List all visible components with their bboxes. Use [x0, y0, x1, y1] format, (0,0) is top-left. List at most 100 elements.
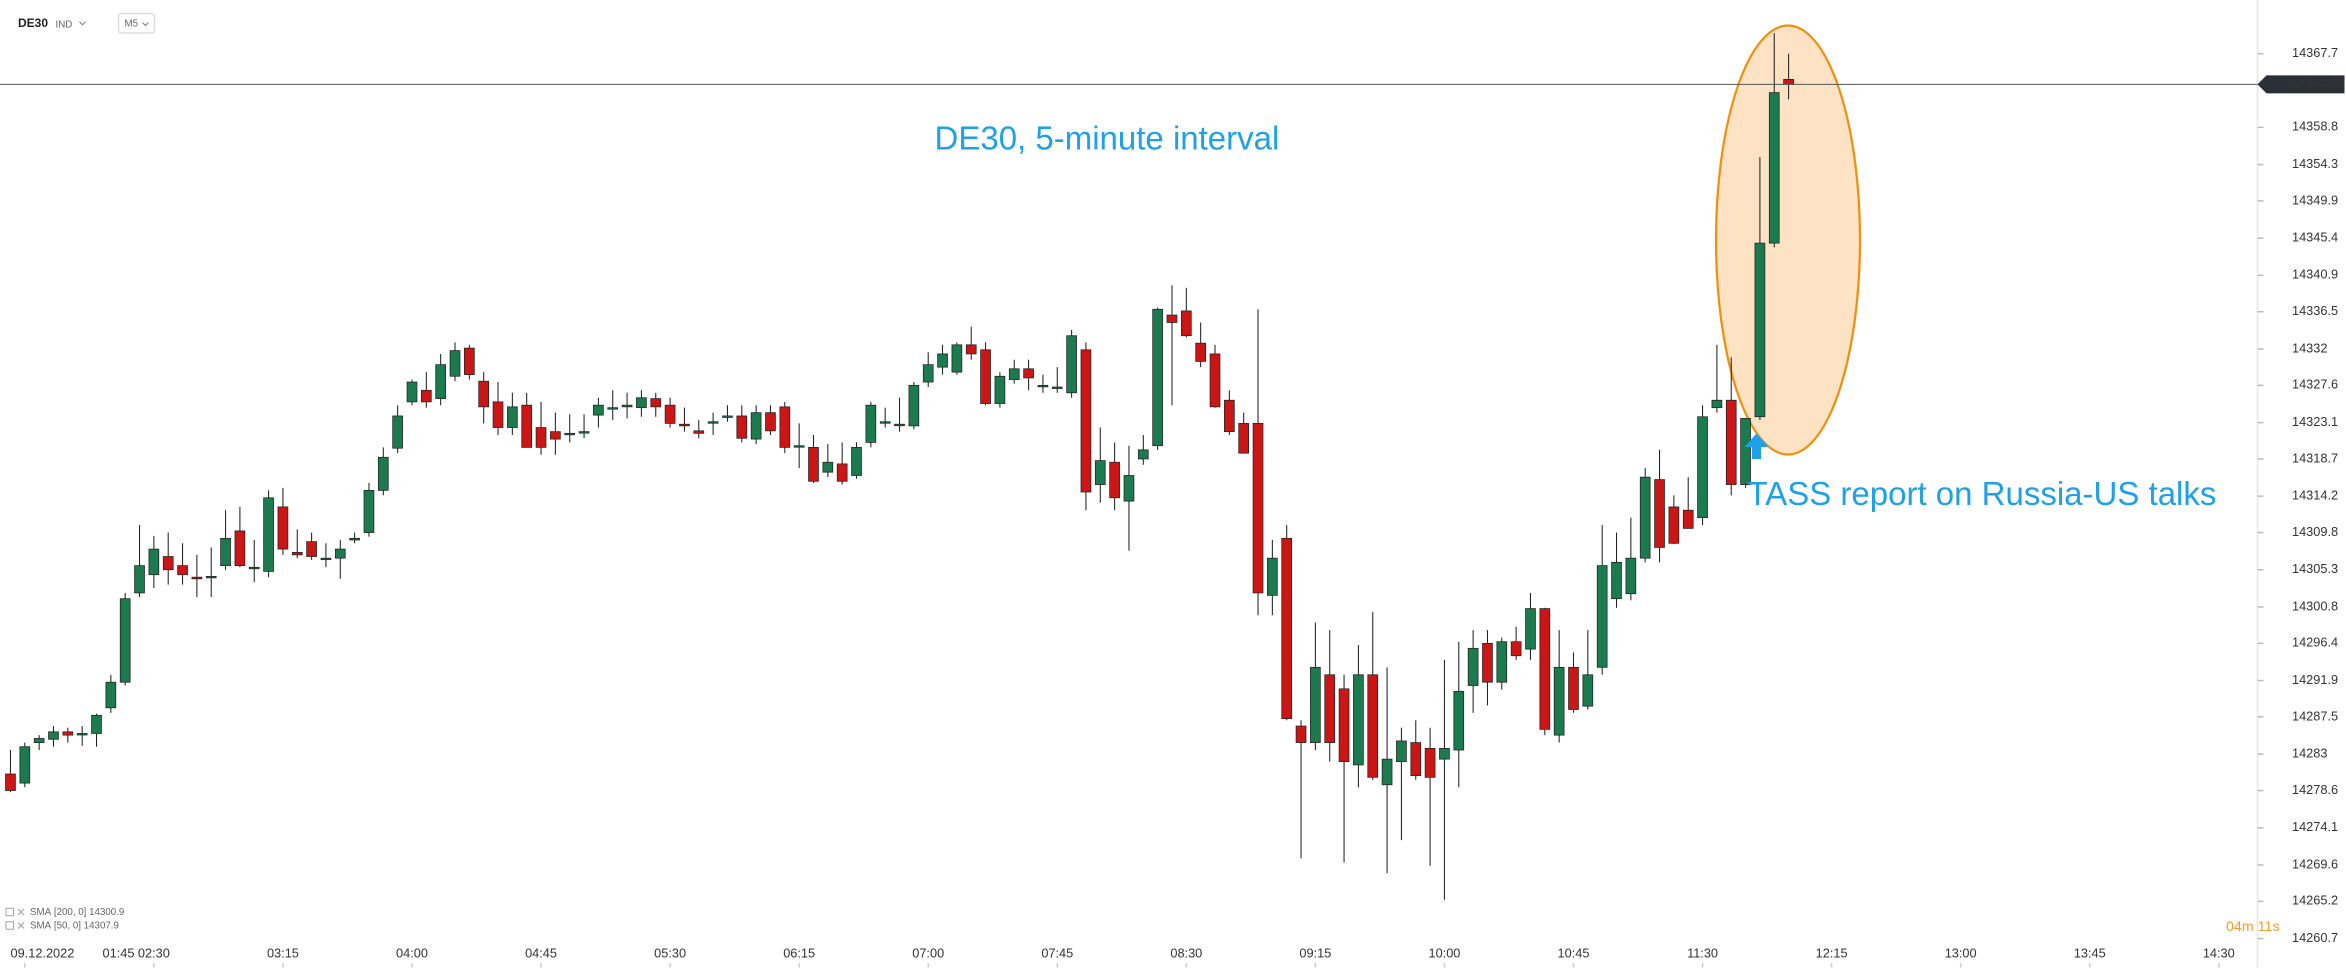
candle-body — [177, 565, 188, 576]
y-tick-label: 14332 — [2292, 340, 2327, 355]
x-tick-label: 10:45 — [1558, 945, 1590, 960]
candle-body — [1439, 747, 1450, 760]
candle-body — [779, 406, 791, 448]
candle-body — [1023, 368, 1034, 379]
candle-body — [334, 548, 346, 559]
y-tick-label: 14269.6 — [2292, 856, 2338, 871]
candle-body — [191, 576, 203, 580]
interval-caret[interactable] — [142, 22, 149, 27]
x-tick-label: 08:30 — [1170, 945, 1202, 960]
y-tick-label: 14323.1 — [2292, 414, 2338, 429]
last-price-tag — [2257, 75, 2345, 94]
candle-body — [33, 738, 45, 743]
annotation: TASS report on Russia-US talks — [1748, 475, 2217, 512]
candle-body — [1482, 642, 1493, 683]
candle-body — [1209, 353, 1221, 408]
candle-body — [1353, 674, 1364, 766]
candle-body — [449, 350, 461, 377]
candle-body — [521, 404, 533, 448]
candle-body — [1338, 688, 1350, 762]
interval-button[interactable] — [117, 12, 156, 34]
candle-body — [1137, 449, 1149, 460]
candle-body — [1410, 742, 1422, 777]
candle-body — [564, 432, 576, 436]
candle-body — [1166, 314, 1178, 323]
symbol-caret[interactable] — [79, 21, 86, 26]
candle-body — [765, 412, 776, 432]
x-tick-label: 14:30 — [2203, 945, 2235, 960]
candle-body — [1697, 416, 1708, 519]
legend-icon — [5, 907, 14, 917]
candle-body — [105, 681, 117, 709]
x-tick-label: 09:15 — [1299, 945, 1331, 960]
candle-body — [793, 445, 805, 448]
x-tick-label: 06:15 — [783, 945, 815, 960]
x-tick-label: 04:45 — [525, 945, 557, 960]
y-tick-label: 14314.2 — [2292, 488, 2338, 503]
y-tick-label: 14296.4 — [2292, 635, 2338, 650]
candle-body — [1496, 641, 1508, 683]
candle-body — [162, 556, 174, 571]
candle-body — [1668, 506, 1680, 544]
legend-icon — [5, 921, 14, 930]
candle-body — [464, 347, 475, 375]
candle-body — [1740, 418, 1751, 485]
candle-body — [808, 446, 819, 482]
candle-body — [965, 344, 977, 355]
candle-body — [119, 598, 131, 683]
date-label: 09.12.2022 — [11, 945, 75, 960]
candle-body — [1252, 423, 1264, 594]
candle-body — [722, 415, 733, 418]
candle-body — [263, 497, 274, 572]
annotation: DE30, 5-minute interval — [935, 120, 1280, 157]
candle-body — [1682, 509, 1694, 529]
candle-body — [980, 349, 991, 404]
y-tick-label: 14287.5 — [2292, 708, 2338, 723]
candle-body — [1396, 740, 1407, 762]
legend-entry: SMA [200, 0] 14300.9 — [30, 907, 124, 918]
candle-body — [664, 404, 676, 424]
candle-body — [607, 407, 619, 410]
highlight-ellipse — [1714, 24, 1862, 456]
candle-body — [822, 461, 834, 473]
candle-body — [1596, 565, 1608, 668]
candle-body — [234, 530, 246, 566]
x-tick-label: 07:45 — [1041, 945, 1073, 960]
y-tick-label: 14278.6 — [2292, 782, 2338, 797]
symbol[interactable]: DE30 — [18, 16, 48, 30]
annotation-arrow — [1744, 433, 1769, 460]
candle-body — [1625, 557, 1637, 595]
candle-body — [1152, 308, 1163, 447]
candle-body — [1180, 310, 1192, 337]
candle-body — [1768, 92, 1780, 244]
legend-close — [17, 908, 25, 916]
candle-body — [306, 541, 317, 557]
legend-value: 14307.9 — [84, 920, 119, 931]
x-tick-label: 10:00 — [1428, 945, 1460, 960]
last-price-label: 14364.0 — [2292, 76, 2338, 91]
candle-body — [349, 537, 360, 541]
candle-body — [1238, 423, 1250, 454]
candle-body — [1080, 349, 1092, 493]
candle-body — [220, 537, 231, 566]
candle-body — [91, 714, 102, 734]
interval[interactable]: M5 — [125, 19, 139, 30]
candle-body — [1568, 666, 1579, 710]
legend-params: [50, 0] — [54, 920, 81, 931]
y-tick-label: 14309.8 — [2292, 524, 2338, 539]
legend-entry: SMA [50, 0] 14307.9 — [30, 920, 119, 931]
candle-body — [1008, 368, 1020, 380]
y-tick-label: 14318.7 — [2292, 450, 2338, 465]
x-tick-label: 05:30 — [654, 945, 686, 960]
candle-body — [1267, 557, 1278, 596]
candle-body — [1310, 666, 1321, 743]
x-tick-label: 13:45 — [2074, 945, 2106, 960]
x-tick-label: 03:15 — [267, 945, 299, 960]
candle-body — [507, 406, 518, 428]
legend: SMA [200, 0] 14300.9 SMA [50, 0] 14307.9 — [5, 907, 124, 931]
candle-body — [5, 773, 16, 791]
candle-body — [994, 375, 1006, 404]
candle-body — [1424, 747, 1436, 778]
candle-body — [1553, 666, 1565, 736]
